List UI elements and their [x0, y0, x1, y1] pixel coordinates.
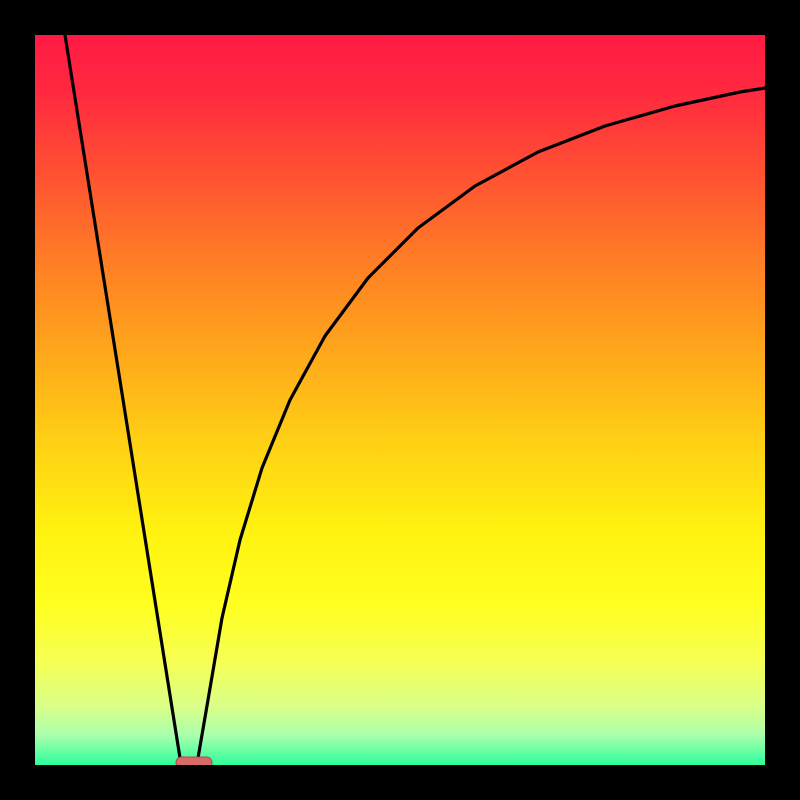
gradient-background [35, 35, 765, 765]
chart-svg [0, 0, 800, 800]
chart-container: TheBottleneck.com [0, 0, 800, 800]
